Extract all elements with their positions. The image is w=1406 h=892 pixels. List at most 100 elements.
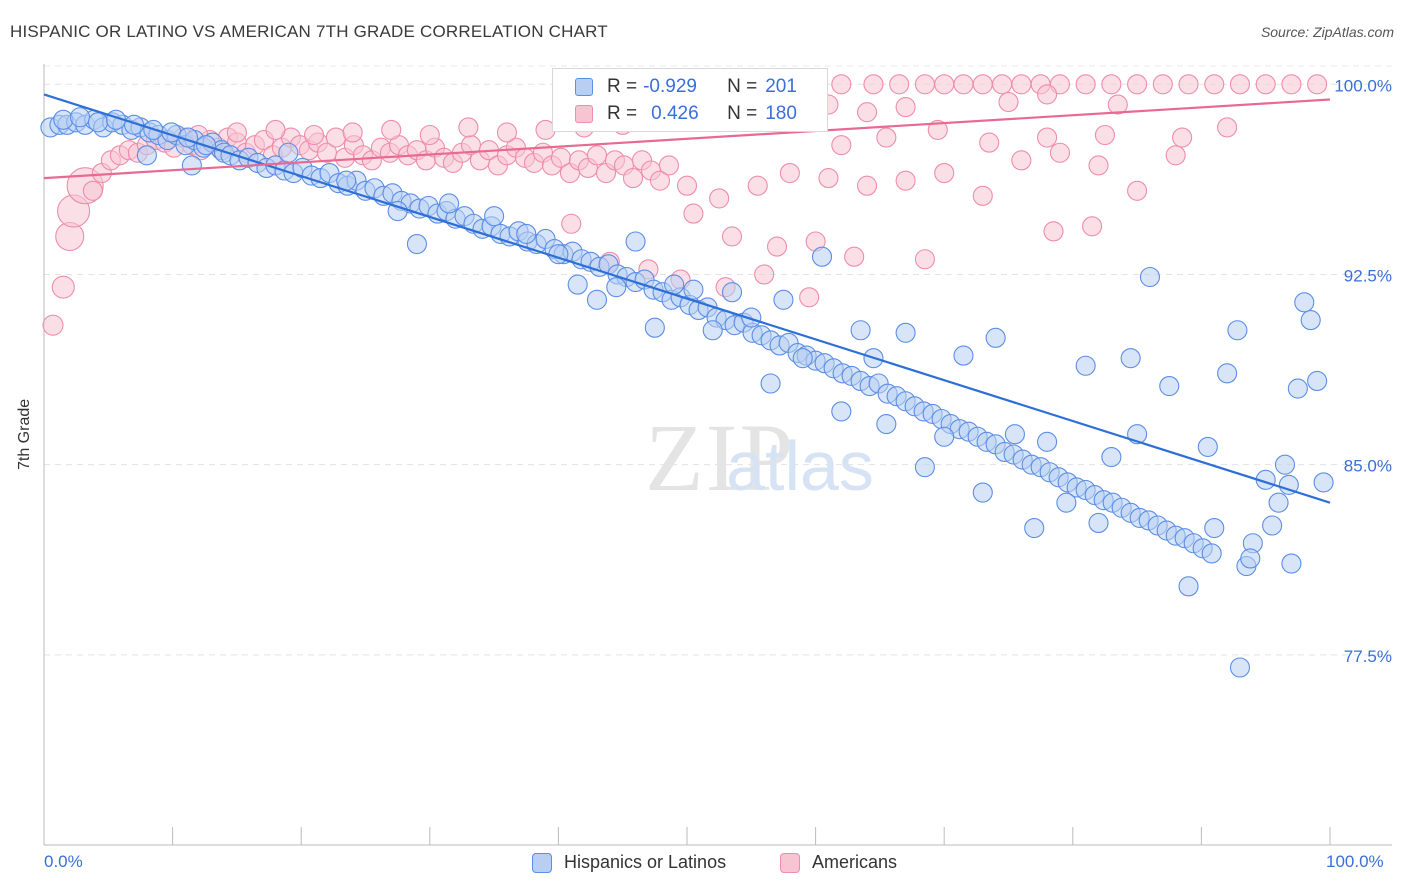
trend-lines (43, 93, 1331, 504)
data-point (702, 320, 723, 341)
data-point (992, 74, 1013, 95)
data-point (831, 401, 852, 422)
data-point (123, 114, 145, 135)
data-point (1178, 576, 1199, 597)
data-point (406, 233, 427, 255)
data-point (69, 107, 91, 128)
data-point (325, 127, 346, 148)
data-point (1011, 74, 1032, 95)
n-value: 180 (765, 103, 797, 124)
data-point (721, 226, 743, 247)
data-point (419, 124, 440, 146)
data-point (831, 135, 852, 156)
data-point (1217, 363, 1238, 384)
data-point (818, 168, 839, 189)
data-point (1255, 74, 1276, 95)
x-tick-max: 100.0% (1326, 852, 1384, 871)
trend-line-americans (43, 98, 1331, 180)
data-point (934, 162, 955, 184)
data-point (914, 74, 935, 95)
y-tick-label: 85.0% (1344, 457, 1392, 476)
r-label: R = (607, 76, 638, 97)
legend-label-americans: Americans (812, 852, 898, 872)
data-point (895, 97, 916, 118)
data-point (226, 122, 247, 143)
legend-swatch-pink (575, 105, 593, 123)
stats-row-americans: R = 0.426 N = 180 (575, 102, 797, 126)
data-point (979, 132, 1000, 153)
data-point (136, 145, 157, 166)
data-point (1307, 74, 1328, 95)
data-point (1262, 515, 1283, 536)
data-point (934, 426, 955, 447)
data-point (1094, 124, 1115, 146)
y-tick-label: 100.0% (1334, 76, 1392, 95)
data-point (1227, 320, 1248, 341)
data-point (265, 119, 286, 140)
data-point (1037, 431, 1058, 452)
legend-item-americans[interactable]: Americans (780, 852, 897, 873)
n-label: N = (727, 76, 758, 97)
legend-label-hispanics: Hispanics or Latinos (564, 852, 727, 872)
watermark: ZIP (645, 404, 795, 511)
data-point (953, 74, 974, 95)
data-point (1197, 436, 1218, 457)
data-point (622, 168, 644, 189)
data-point (278, 142, 299, 163)
data-point (1294, 292, 1315, 313)
data-point (1075, 74, 1096, 95)
data-point (972, 185, 993, 206)
data-point (766, 236, 788, 257)
data-point (1101, 74, 1122, 95)
data-point (773, 289, 794, 310)
stats-legend: R = -0.929 N = 201 R = 0.426 N = 180 (552, 68, 828, 132)
data-point (683, 203, 704, 224)
data-point (484, 206, 505, 227)
data-point (1300, 310, 1321, 331)
data-point (1037, 84, 1058, 105)
data-point (516, 223, 537, 244)
data-point (811, 246, 833, 267)
data-point (1281, 553, 1302, 574)
data-point (709, 188, 730, 209)
data-point (1049, 142, 1070, 163)
data-point (53, 109, 74, 130)
data-point (496, 122, 518, 143)
data-point (658, 155, 680, 176)
data-point (1011, 150, 1032, 171)
data-point (895, 322, 916, 343)
data-point (606, 277, 627, 298)
data-point (1204, 517, 1225, 539)
data-point (1127, 74, 1148, 95)
r-value: -0.929 (643, 76, 697, 97)
data-point (1217, 117, 1238, 138)
data-point (1152, 74, 1173, 95)
data-point (1274, 454, 1296, 475)
data-point (914, 249, 935, 270)
data-point (914, 457, 935, 478)
data-point (1004, 424, 1025, 445)
data-point (754, 264, 775, 285)
data-point (1107, 94, 1128, 115)
data-point (1178, 74, 1199, 95)
data-point (741, 307, 762, 328)
data-point (644, 317, 665, 338)
data-point (1088, 155, 1109, 176)
data-point (42, 314, 64, 336)
data-point (876, 127, 897, 148)
data-point (998, 91, 1019, 113)
series-hispanics (40, 107, 1334, 678)
data-point (934, 74, 955, 95)
data-point (87, 112, 109, 133)
data-point (747, 175, 768, 196)
data-point (1101, 446, 1122, 468)
data-point (856, 175, 878, 196)
n-label: N = (727, 103, 758, 124)
legend-item-hispanics[interactable]: Hispanics or Latinos (532, 852, 726, 873)
data-point (1313, 472, 1334, 493)
data-point (1165, 145, 1186, 166)
data-point (1278, 474, 1299, 495)
data-point (760, 373, 781, 394)
data-point (1037, 127, 1058, 148)
data-point (1120, 348, 1141, 369)
